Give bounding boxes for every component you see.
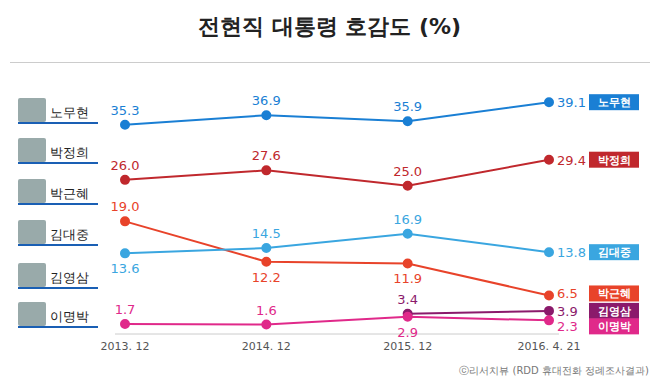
svg-text:1.7: 1.7 <box>115 302 136 317</box>
svg-text:박근혜: 박근혜 <box>598 287 631 300</box>
html-text:김영삼: 김영삼 <box>50 270 89 285</box>
svg-text:26.0: 26.0 <box>111 158 140 173</box>
svg-text:1.6: 1.6 <box>256 303 277 318</box>
svg-text:27.6: 27.6 <box>252 148 281 163</box>
svg-text:2.3: 2.3 <box>557 319 578 334</box>
svg-text:박정희: 박정희 <box>598 154 631 167</box>
html-text:김대중: 김대중 <box>50 227 89 242</box>
svg-text:노무현: 노무현 <box>598 96 631 109</box>
svg-text:25.0: 25.0 <box>393 164 422 179</box>
html-text:노무현: 노무현 <box>50 105 89 120</box>
svg-text:29.4: 29.4 <box>557 153 586 168</box>
svg-text:김영삼: 김영삼 <box>598 305 631 318</box>
svg-text:13.6: 13.6 <box>111 261 140 276</box>
svg-text:14.5: 14.5 <box>252 226 281 241</box>
svg-text:2013. 12: 2013. 12 <box>101 340 150 353</box>
svg-text:36.9: 36.9 <box>252 93 281 108</box>
html-text:박정희: 박정희 <box>50 145 89 160</box>
svg-text:3.9: 3.9 <box>557 304 578 319</box>
svg-text:11.9: 11.9 <box>393 271 422 286</box>
svg-text:16.9: 16.9 <box>393 212 422 227</box>
svg-text:2015. 12: 2015. 12 <box>383 340 432 353</box>
svg-text:39.1: 39.1 <box>557 95 586 110</box>
svg-text:3.4: 3.4 <box>397 292 418 307</box>
svg-text:2014. 12: 2014. 12 <box>242 340 291 353</box>
svg-text:2.9: 2.9 <box>397 325 418 340</box>
html-text:ⓒ리서치뷰 (RDD 휴대전화 정례조사결과): ⓒ리서치뷰 (RDD 휴대전화 정례조사결과) <box>459 365 649 376</box>
svg-text:김대중: 김대중 <box>598 246 631 259</box>
svg-text:6.5: 6.5 <box>557 286 578 301</box>
svg-text:12.2: 12.2 <box>252 270 281 285</box>
html-text:이명박: 이명박 <box>50 309 89 324</box>
svg-text:2016. 4. 21: 2016. 4. 21 <box>518 340 581 353</box>
svg-text:13.8: 13.8 <box>557 245 586 260</box>
html-text:전현직 대통령 호감도 (%): 전현직 대통령 호감도 (%) <box>197 14 462 39</box>
svg-text:19.0: 19.0 <box>111 199 140 214</box>
svg-text:35.3: 35.3 <box>111 103 140 118</box>
svg-text:35.9: 35.9 <box>393 99 422 114</box>
html-text:박근혜: 박근혜 <box>50 186 89 201</box>
svg-text:이명박: 이명박 <box>598 320 631 333</box>
